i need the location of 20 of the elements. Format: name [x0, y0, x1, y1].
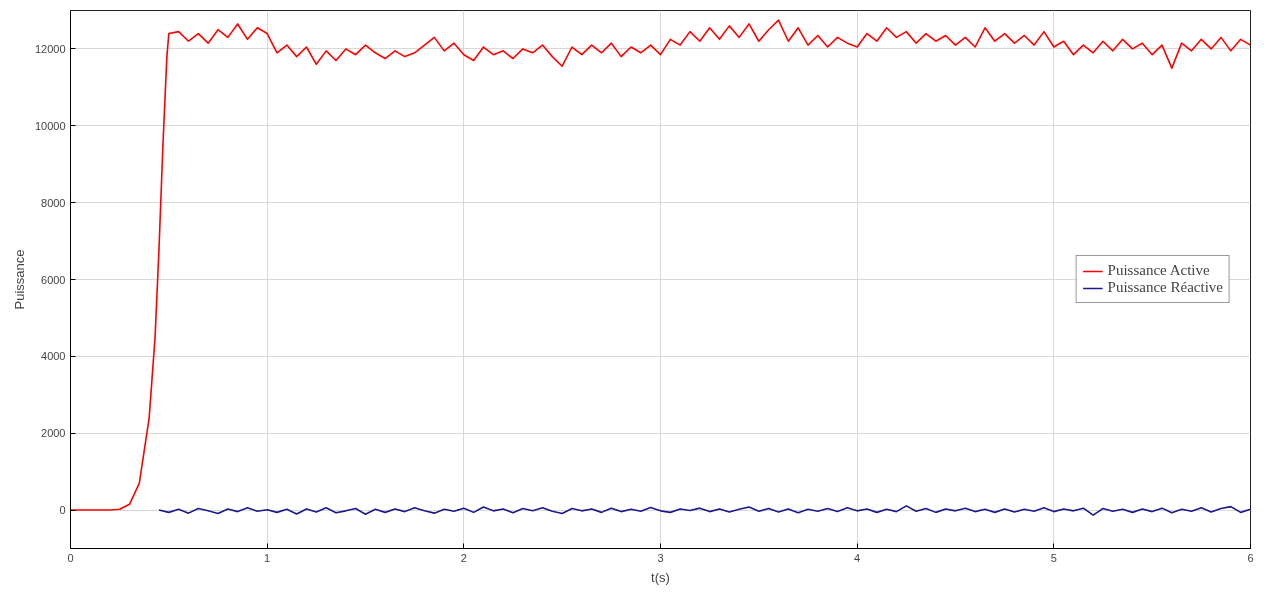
x-tick-label: 2	[460, 551, 467, 564]
y-tick-label: 6000	[41, 273, 66, 286]
y-tick-label: 8000	[41, 196, 66, 209]
legend-label: Puissance Active	[1107, 262, 1210, 279]
y-tick-label: 12000	[34, 42, 66, 55]
y-tick-label: 0	[59, 504, 66, 517]
x-tick-label: 4	[854, 551, 861, 564]
y-tick-label: 2000	[41, 427, 66, 440]
x-tick-label: 5	[1050, 551, 1057, 564]
x-tick-label: 1	[264, 551, 271, 564]
legend-label: Puissance Réactive	[1107, 279, 1223, 296]
line-series	[70, 19, 1251, 511]
line-series	[158, 505, 1251, 516]
x-tick-label: 3	[657, 551, 664, 564]
y-tick-label: 4000	[41, 350, 66, 363]
x-axis-title: t(s)	[651, 569, 670, 585]
y-axis-title: Puissance	[11, 249, 27, 310]
x-tick-label: 6	[1247, 551, 1254, 564]
y-tick-label: 10000	[34, 119, 66, 132]
x-tick-label: 0	[67, 551, 74, 564]
